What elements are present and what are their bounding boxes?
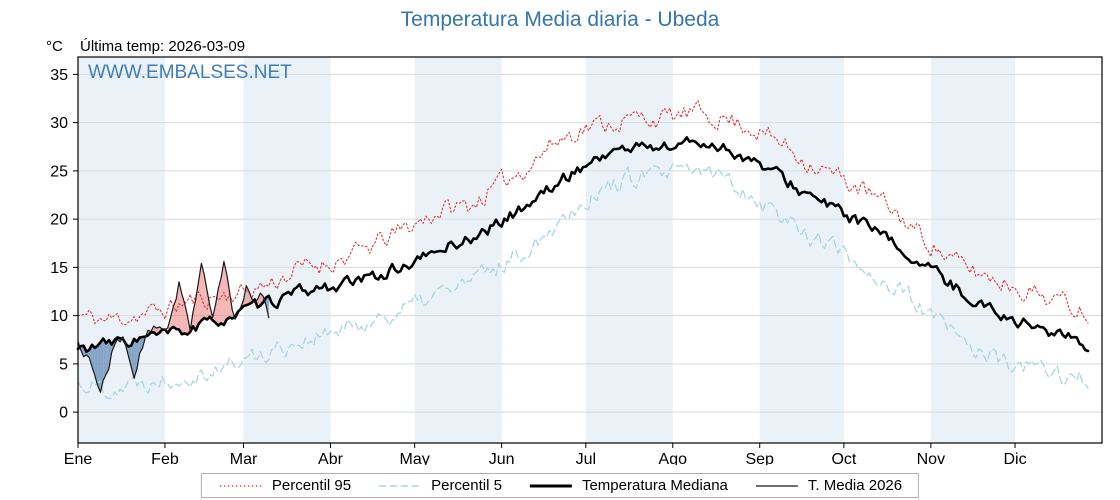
legend-label: Temperatura Mediana [581,477,728,494]
y-tick-label: 20 [50,212,68,229]
y-tick-label: 30 [50,115,68,132]
percentil5-line-sample-icon [379,484,422,487]
x-tick-label: Sep [745,451,774,465]
series-line-t-media-2026 [77,260,270,393]
x-tick-label: Oct [831,451,856,465]
x-tick-label: Ene [64,451,93,465]
series-line-percentil-95 [77,100,1089,326]
percentil95-line-sample-icon [219,484,262,487]
y-tick-label: 15 [50,260,68,277]
x-tick-label: Nov [917,451,945,465]
y-tick-label: 35 [50,67,68,84]
x-tick-label: Dic [1003,451,1026,465]
y-tick-label: 25 [50,163,68,180]
mediana-line-sample-icon [529,484,572,487]
plot-border [77,56,1103,444]
month-stripes [78,57,1016,443]
legend-box: Percentil 95 Percentil 5 Temperatura Med… [200,473,920,498]
legend-item-tmedia2026: T. Media 2026 [754,477,902,494]
y-tick-label: 5 [59,356,68,373]
last-temp-annotation: Última temp: 2026-03-09 [80,38,246,55]
chart-canvas: 0 5 10 15 20 25 30 35 Ene Feb Mar Abr May Jun Jul Ago Se… [50,56,1103,465]
y-tick-label: 0 [59,405,68,422]
x-tick-label: Jul [576,451,596,465]
legend-label: Percentil 95 [271,477,352,494]
gridlines: 0 5 10 15 20 25 30 35 Ene Feb Mar Abr May Jun Jul Ago Se… [50,67,1102,465]
legend-label: Percentil 5 [431,477,502,494]
x-tick-label: Jun [489,451,515,465]
legend-label: T. Media 2026 [807,477,903,494]
watermark-text: WWW.EMBALSES.NET [88,62,292,83]
legend-item-percentil5: Percentil 5 [377,477,502,494]
x-tick-label: May [400,451,430,465]
x-tick-label: Abr [318,451,344,465]
x-tick-label: Mar [230,451,258,465]
legend-item-percentil95: Percentil 95 [218,477,351,494]
series-line-percentil-5 [77,163,1089,400]
y-unit-label: °C [46,38,63,55]
tmedia2026-line-sample-icon [755,484,798,487]
y-tick-label: 10 [50,308,68,325]
x-tick-label: Feb [151,451,179,465]
x-tick-label: Ago [659,451,688,465]
legend-item-mediana: Temperatura Mediana [528,477,728,494]
chart-title: Temperatura Media diaria - Ubeda [400,8,720,31]
series-line-temperatura-mediana [76,136,1090,353]
